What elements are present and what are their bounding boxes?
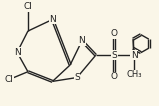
Text: S: S	[74, 73, 80, 82]
Text: O: O	[111, 29, 118, 38]
Text: N: N	[14, 48, 21, 57]
Text: Cl: Cl	[5, 75, 14, 84]
Text: Cl: Cl	[24, 2, 32, 11]
Text: S: S	[111, 51, 117, 60]
Text: O: O	[111, 72, 118, 81]
Text: N: N	[49, 15, 56, 24]
Text: N: N	[79, 36, 85, 45]
Text: CH₃: CH₃	[126, 70, 142, 79]
Text: N: N	[131, 51, 137, 60]
